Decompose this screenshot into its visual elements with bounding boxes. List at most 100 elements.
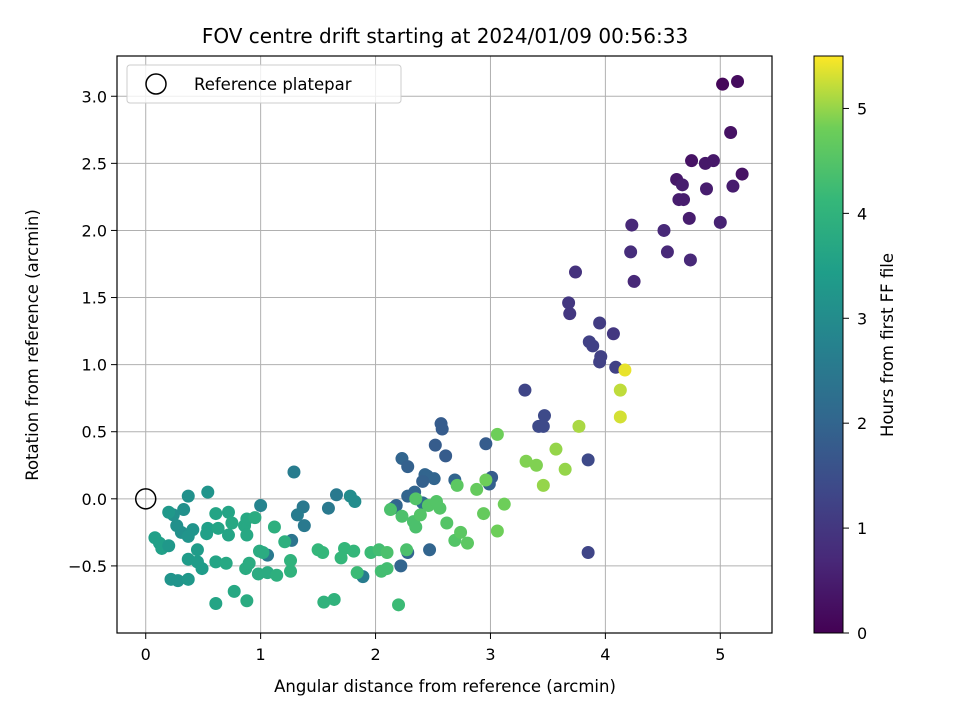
data-point — [713, 215, 727, 229]
data-point — [416, 474, 430, 488]
data-point — [700, 182, 713, 196]
data-point — [706, 154, 720, 168]
data-point — [248, 511, 262, 525]
data-point — [593, 316, 607, 330]
data-point — [427, 472, 441, 486]
legend-label: Reference platepar — [194, 75, 352, 94]
data-point — [181, 572, 195, 586]
data-point — [433, 501, 447, 515]
data-point — [171, 574, 185, 588]
y-tick-label: 2.5 — [82, 154, 107, 173]
colorbar-tick-label: 5 — [857, 99, 867, 118]
data-point — [423, 543, 437, 557]
y-tick-label: 0.5 — [82, 423, 107, 442]
chart-title: FOV centre drift starting at 2024/01/09 … — [202, 24, 688, 48]
x-tick-label: 5 — [715, 645, 725, 664]
data-point — [440, 516, 454, 530]
data-point — [518, 383, 532, 397]
data-point — [477, 507, 491, 521]
data-point — [219, 556, 233, 570]
data-points — [148, 74, 749, 612]
data-point — [200, 527, 214, 541]
data-point — [400, 543, 414, 557]
data-point — [201, 485, 215, 499]
data-point — [549, 442, 563, 456]
y-tick-label: 3.0 — [82, 87, 107, 106]
data-point — [284, 564, 298, 578]
data-point — [613, 383, 627, 397]
x-tick-label: 3 — [485, 645, 495, 664]
data-point — [329, 488, 343, 502]
data-point — [195, 562, 209, 576]
data-point — [240, 528, 254, 542]
data-point — [536, 419, 550, 433]
data-point — [190, 543, 204, 557]
data-point — [536, 478, 550, 492]
y-axis-ticks: −0.5 0.0 0.5 1.0 1.5 2.0 2.5 3.0 — [68, 87, 117, 576]
data-point — [435, 422, 449, 436]
data-point — [334, 551, 348, 565]
data-point — [454, 525, 468, 539]
data-point — [409, 520, 423, 534]
data-point — [563, 307, 577, 321]
data-point — [209, 555, 223, 569]
data-point — [439, 449, 453, 463]
data-point — [569, 265, 582, 279]
data-point — [537, 409, 551, 423]
data-point — [735, 167, 749, 181]
legend: Reference platepar — [126, 64, 402, 104]
data-point — [593, 355, 607, 369]
data-point — [394, 559, 408, 573]
data-point — [380, 562, 394, 576]
y-axis-label: Rotation from reference (arcmin) — [23, 209, 42, 481]
data-point — [162, 505, 176, 519]
reference-platepar-marker — [134, 488, 157, 510]
data-point — [327, 592, 341, 606]
data-point — [317, 595, 331, 609]
data-point — [627, 274, 641, 288]
data-point — [256, 545, 270, 559]
colorbar-frame — [813, 55, 844, 634]
colorbar-tick-label: 0 — [857, 624, 867, 643]
data-point — [731, 74, 745, 88]
x-tick-label: 1 — [256, 645, 266, 664]
data-point — [625, 218, 639, 232]
data-point — [724, 125, 738, 139]
data-point — [490, 524, 504, 538]
data-point — [562, 296, 576, 310]
data-point — [677, 193, 691, 207]
data-point — [350, 566, 364, 580]
data-point — [479, 473, 493, 487]
data-point — [685, 154, 699, 168]
data-point — [221, 505, 235, 519]
data-point — [395, 509, 409, 523]
data-point — [606, 327, 620, 341]
data-point — [177, 503, 191, 517]
data-point — [460, 536, 474, 550]
data-point — [519, 454, 533, 468]
data-point — [221, 528, 235, 542]
colorbar-tick-label: 2 — [857, 414, 867, 433]
data-point — [682, 211, 696, 225]
x-tick-label: 0 — [141, 645, 151, 664]
data-point — [657, 223, 671, 237]
data-point — [479, 437, 493, 451]
data-point — [726, 179, 740, 193]
data-point — [683, 253, 697, 267]
data-point — [409, 492, 423, 506]
x-axis-label: Angular distance from reference (arcmin) — [274, 677, 616, 696]
data-point — [581, 453, 595, 467]
y-tick-label: 2.0 — [82, 221, 107, 240]
colorbar-tick-label: 1 — [857, 519, 867, 538]
y-tick-label: 1.0 — [82, 356, 107, 375]
data-point — [227, 584, 241, 598]
data-point — [348, 494, 362, 508]
data-point — [242, 556, 256, 570]
data-point — [284, 554, 298, 568]
y-tick-label: 1.5 — [82, 289, 107, 308]
data-point — [287, 465, 301, 479]
data-point — [297, 519, 311, 533]
data-point — [267, 520, 281, 534]
data-point — [450, 478, 464, 492]
